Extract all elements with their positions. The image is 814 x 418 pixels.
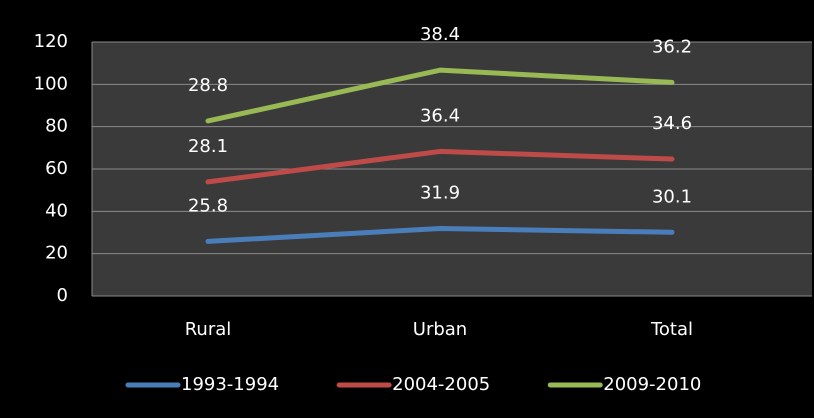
- y-tick-label: 0: [57, 285, 68, 306]
- data-label: 28.1: [188, 136, 228, 157]
- data-label: 25.8: [188, 195, 228, 216]
- line-series: [205, 225, 675, 244]
- x-tick-label: Rural: [185, 319, 232, 340]
- x-tick-label: Total: [650, 319, 693, 340]
- data-label: 36.4: [420, 105, 460, 126]
- data-label: 31.9: [420, 182, 460, 203]
- y-tick-label: 100: [34, 73, 68, 94]
- y-tick-label: 80: [45, 116, 68, 137]
- data-label: 30.1: [652, 186, 692, 207]
- line-series: [205, 67, 675, 124]
- data-label: 28.8: [188, 75, 228, 96]
- line-series: [205, 148, 675, 185]
- y-tick-label: 40: [45, 200, 68, 221]
- data-label: 36.2: [652, 36, 692, 57]
- legend-label: 2009-2010: [603, 374, 701, 395]
- y-tick-label: 20: [45, 243, 68, 264]
- legend-label: 2004-2005: [392, 374, 490, 395]
- y-tick-label: 120: [34, 31, 68, 52]
- y-tick-label: 60: [45, 158, 68, 179]
- legend-label: 1993-1994: [181, 374, 279, 395]
- data-label: 38.4: [420, 24, 460, 45]
- data-label: 34.6: [652, 113, 692, 134]
- x-tick-label: Urban: [413, 319, 467, 340]
